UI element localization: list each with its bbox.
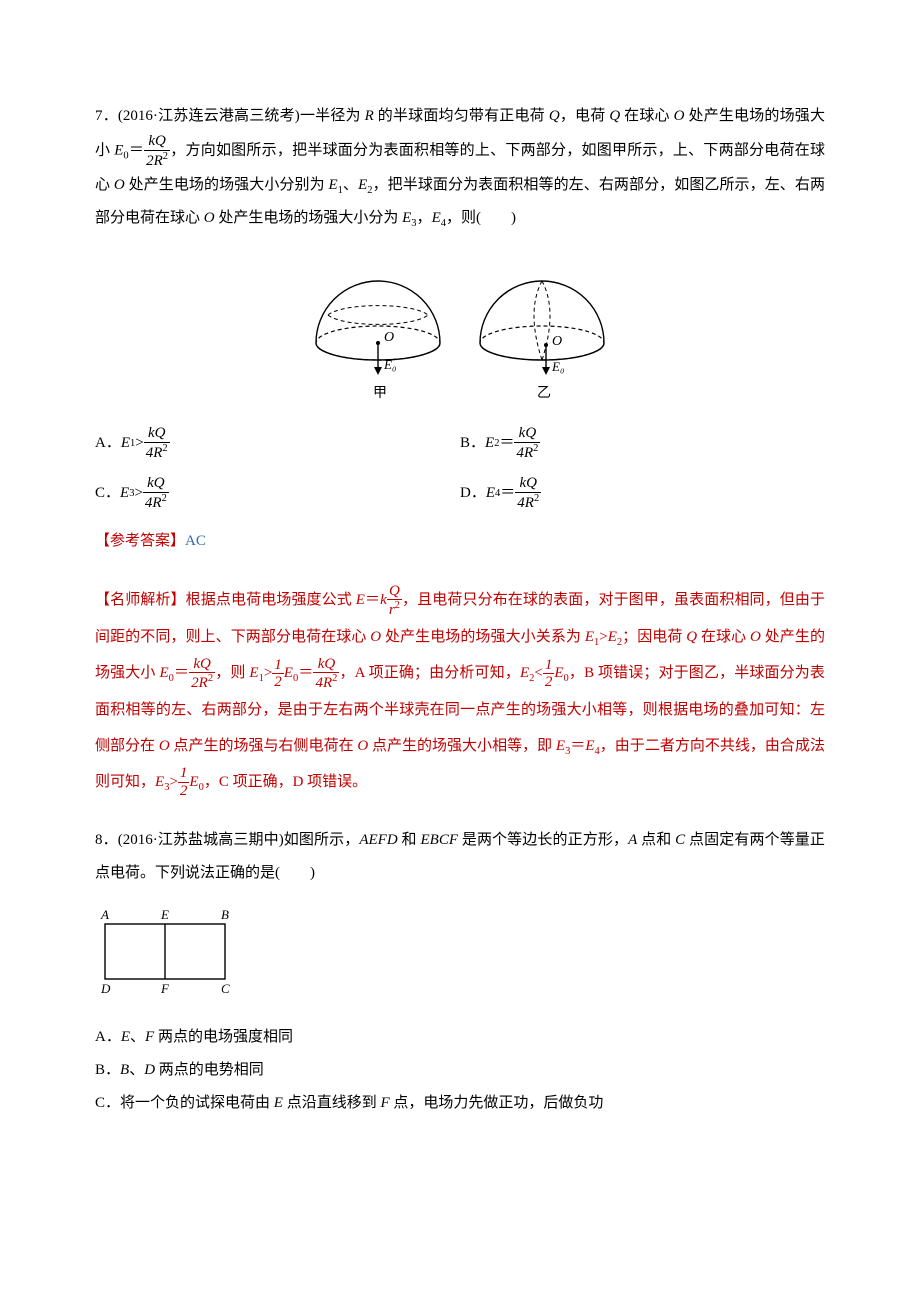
q8-option-B: B．B、D 两点的电势相同 (95, 1054, 825, 1087)
svg-text:C: C (221, 981, 230, 994)
q8-stem: 8．(2016·江苏盐城高三期中)如图所示，AEFD 和 EBCF 是两个等边长… (95, 824, 825, 890)
svg-text:A: A (100, 907, 109, 922)
q7-stem: 7．(2016·江苏连云港高三统考)一半径为 R 的半球面均匀带有正电荷 Q，电… (95, 100, 825, 235)
label-yi: 乙 (537, 385, 551, 401)
label-jia: 甲 (373, 386, 387, 401)
hemisphere-yi: O E₀ 乙 (462, 265, 622, 405)
q7-source: (2016·江苏连云港高三统考) (118, 108, 300, 124)
svg-text:F: F (160, 981, 170, 994)
svg-text:O: O (552, 334, 562, 349)
q8-diagram: A E B D F C (95, 904, 825, 1007)
q7-figure: O E₀ 甲 O E₀ 乙 (95, 265, 825, 405)
q8-option-C: C．将一个负的试探电荷由 E 点沿直线移到 F 点，电场力先做正功，后做负功 (95, 1087, 825, 1120)
svg-text:E₀: E₀ (551, 359, 564, 374)
q8-option-A: A．E、F 两点的电场强度相同 (95, 1021, 825, 1054)
svg-text:B: B (221, 907, 229, 922)
q7-options-row1: A． E1>kQ4R2 B． E2＝kQ4R2 (95, 425, 825, 461)
q7-option-C: C． E3>kQ4R2 (95, 475, 460, 511)
q7-number: 7 (95, 108, 103, 124)
label-O: O (384, 330, 394, 345)
q8-number: 8 (95, 832, 103, 848)
frac-kQ-2R2: kQ2R2 (144, 133, 170, 169)
svg-text:E: E (160, 907, 169, 922)
hemisphere-jia: O E₀ 甲 (298, 265, 458, 405)
q7-option-D: D． E4＝kQ4R2 (460, 475, 825, 511)
svg-text:D: D (100, 981, 111, 994)
q8-source: (2016·江苏盐城高三期中) (118, 832, 284, 848)
q7-option-B: B． E2＝kQ4R2 (460, 425, 825, 461)
q7-options-row2: C． E3>kQ4R2 D． E4＝kQ4R2 (95, 475, 825, 511)
q7-explanation: 【名师解析】根据点电荷电场强度公式 E＝kQr2，且电荷只分布在球的表面，对于图… (95, 582, 825, 800)
q7-option-A: A． E1>kQ4R2 (95, 425, 460, 461)
q7-answer: 【参考答案】AC (95, 525, 825, 558)
label-E0: E₀ (383, 357, 396, 372)
